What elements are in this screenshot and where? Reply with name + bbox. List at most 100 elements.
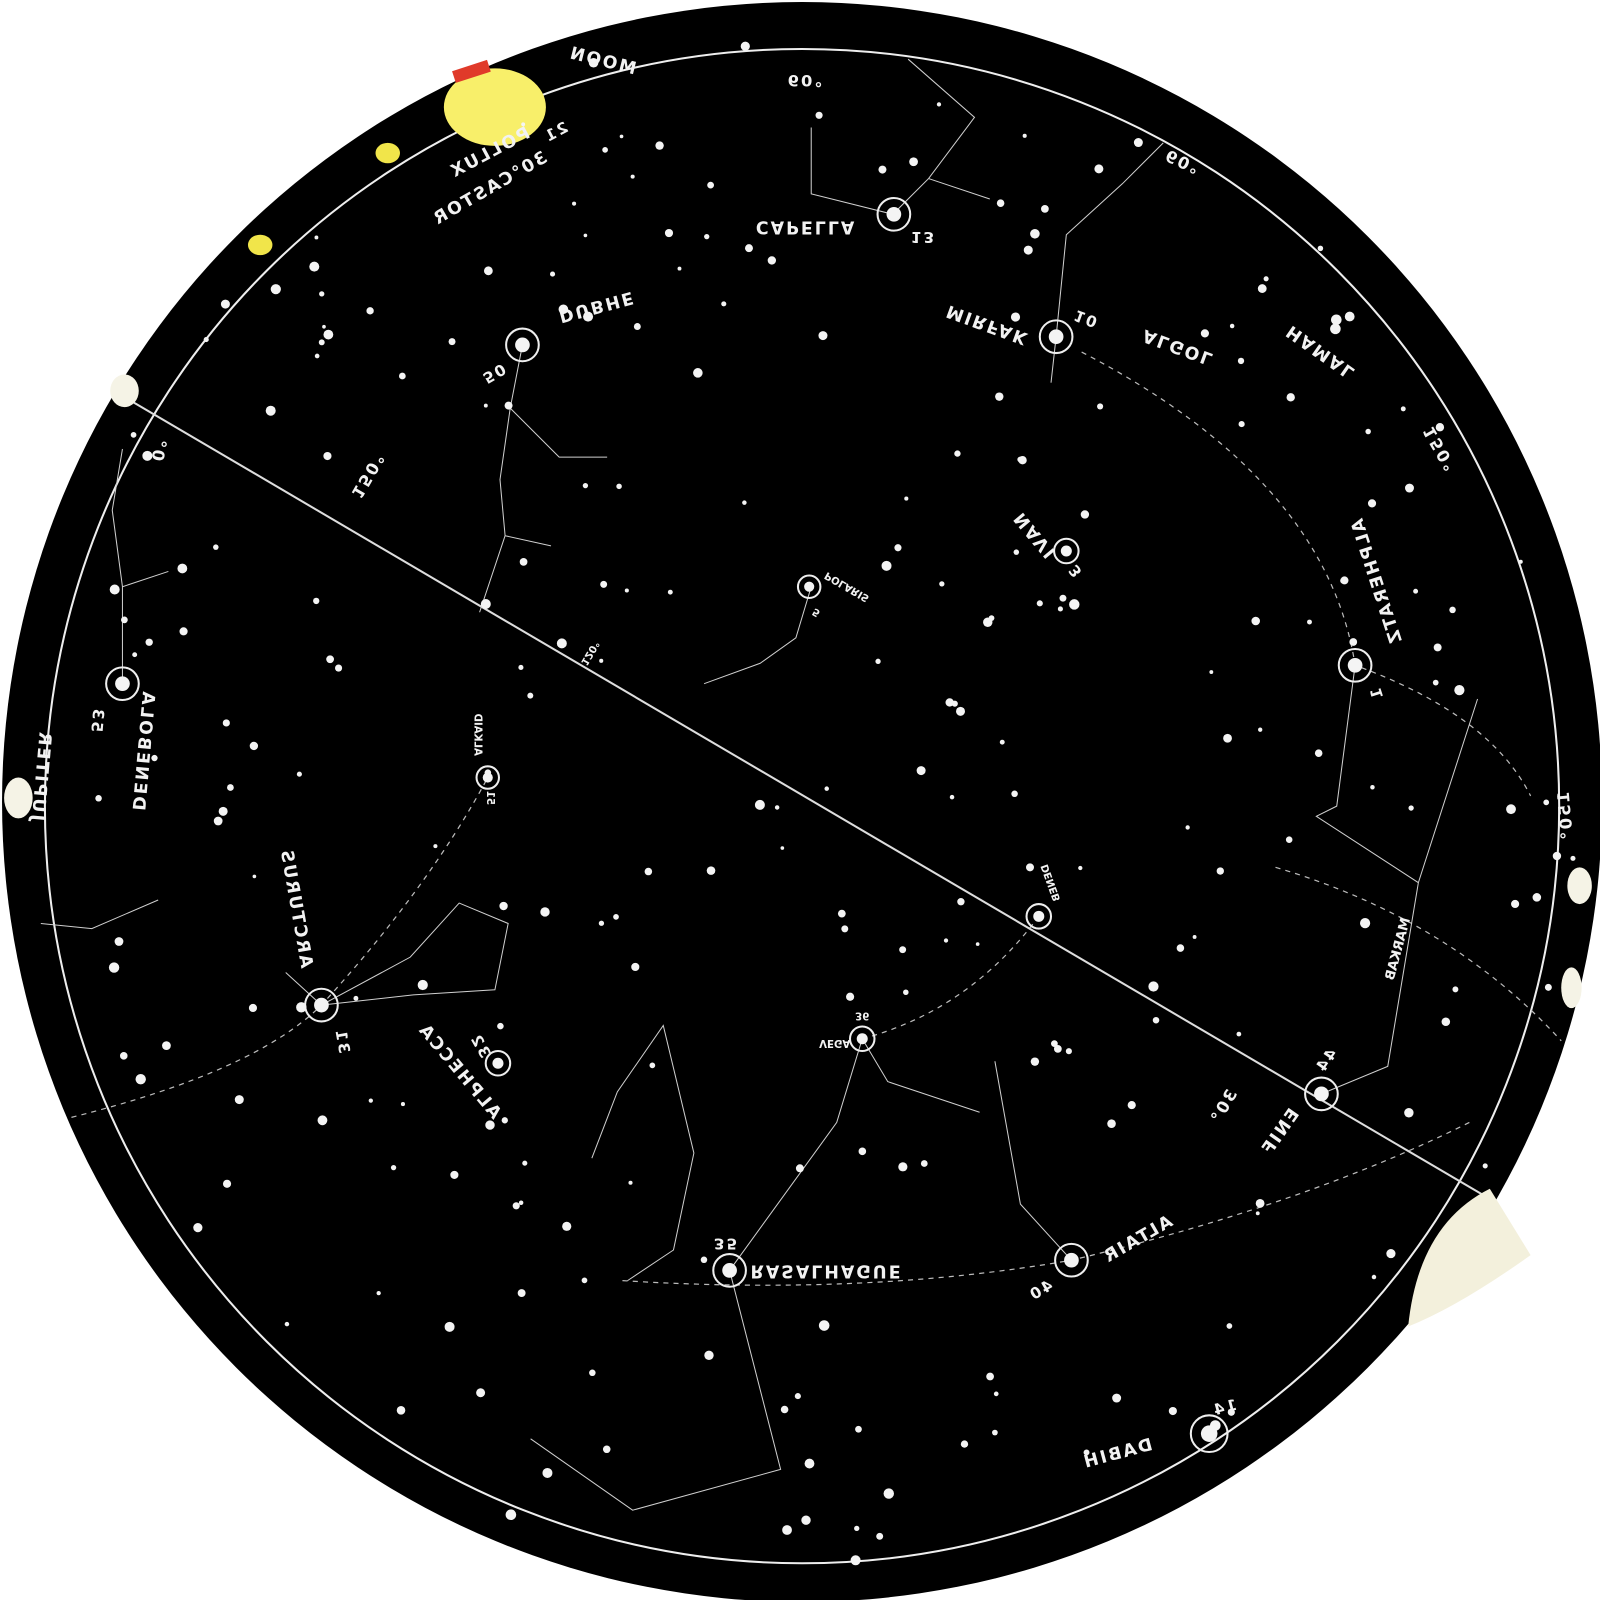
star [598,920,605,926]
moon-marker [452,59,491,83]
star [740,41,750,51]
star [996,199,1005,207]
constellation-line [729,1038,1072,1271]
star [1148,981,1159,992]
star-ring [1025,903,1053,930]
star [995,392,1004,401]
star [707,181,714,189]
star [721,301,727,307]
star-ring [1038,319,1074,355]
ecliptic-line [116,391,1486,1197]
degree-label: 0° [148,436,171,463]
star [616,483,622,490]
star [754,799,765,810]
star [1570,855,1576,861]
star [1543,799,1550,806]
star [1404,1108,1414,1118]
star [1255,1198,1265,1208]
star-label: RASALHAGUE [750,1260,902,1280]
constellation-line [479,344,608,613]
star [222,1179,232,1188]
star [1227,1408,1235,1416]
star [1317,245,1324,252]
star [1518,559,1523,564]
star [1454,685,1465,696]
moon-disc [443,68,546,146]
star [850,1555,861,1566]
star-number: 31 [331,1027,353,1055]
star [1216,867,1224,875]
star [745,244,753,253]
degree-label: 60° [788,71,825,90]
star [886,206,902,222]
star [804,1458,815,1469]
star [108,962,120,973]
star [1506,804,1516,815]
star [109,584,120,595]
star [400,1102,405,1107]
star [1069,599,1080,610]
star [899,946,907,954]
star [1344,311,1355,322]
star [1544,983,1552,991]
star [323,451,332,461]
star [780,1405,789,1414]
star [1112,1393,1122,1403]
star [296,771,302,777]
star [1133,138,1143,148]
star [1036,600,1043,607]
star [1083,1449,1090,1456]
star [920,1160,928,1167]
degree-label: 150° [1554,790,1577,842]
star [518,1200,524,1205]
star [558,304,569,315]
star [599,658,604,663]
star [1408,805,1414,811]
star [234,1095,244,1105]
star [499,901,508,911]
constellation-line [703,586,812,685]
star [433,844,438,849]
star [1059,594,1067,602]
star [1370,785,1375,790]
star [1030,1057,1040,1066]
star [700,1256,708,1264]
star [1330,323,1341,335]
star [1367,499,1377,508]
star [795,1164,804,1173]
star [270,284,281,295]
star [213,544,219,550]
star [858,1147,867,1156]
star [120,1052,128,1060]
outer-ring [43,47,1561,1565]
star [780,846,785,850]
star [704,1350,714,1360]
star [318,339,325,346]
star [1057,606,1063,612]
star [782,1525,792,1535]
star [894,544,902,552]
star [677,266,682,271]
star [450,1170,459,1179]
star [855,1425,862,1433]
star [818,331,828,341]
star-number: 53 [87,706,107,733]
star-ring [105,666,140,702]
star [999,739,1005,745]
star [326,655,334,664]
star [322,324,326,329]
star [883,1488,894,1499]
star [628,1180,633,1185]
star [583,311,594,322]
star [540,907,550,917]
star [1223,733,1232,743]
star [878,165,887,174]
star [1022,133,1027,138]
star [1365,428,1371,435]
star [1386,1248,1396,1259]
star [309,261,320,272]
constellation-line [810,58,990,215]
star [1405,483,1414,493]
star [875,658,881,664]
